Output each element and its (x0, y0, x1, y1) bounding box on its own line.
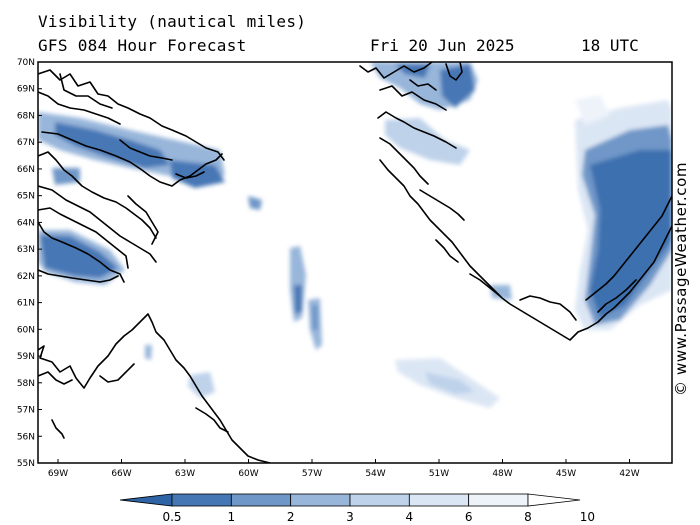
colorbar-max-arrow (527, 493, 581, 507)
lat-label: 62N (17, 272, 35, 282)
lon-label: 57W (302, 469, 322, 479)
site-credit: © www.PassageWeather.com (672, 161, 690, 396)
lat-label: 59N (17, 352, 35, 362)
forecast-time: 18 UTC (581, 36, 639, 55)
lat-label: 68N (17, 111, 35, 121)
colorbar-label: 3 (346, 510, 354, 524)
lon-label: 69W (48, 469, 68, 479)
colorbar-swatch (290, 493, 351, 507)
chart-subtitle: GFS 084 Hour Forecast (38, 36, 247, 55)
colorbar-swatch (468, 493, 529, 507)
lat-label: 63N (17, 245, 35, 255)
lat-label: 64N (17, 218, 35, 228)
lat-label: 60N (17, 325, 35, 335)
colorbar-label: 8 (524, 510, 532, 524)
lon-label: 63W (175, 469, 195, 479)
map-frame (37, 61, 673, 464)
chart-title: Visibility (nautical miles) (38, 12, 307, 31)
lat-label: 65N (17, 192, 35, 202)
colorbar-swatch (408, 493, 470, 507)
colorbar-swatch (349, 493, 410, 507)
lon-label: 42W (619, 469, 639, 479)
lat-label: 66N (17, 165, 35, 175)
colorbar-label: 1 (228, 510, 236, 524)
lat-label: 57N (17, 406, 35, 416)
lon-label: 45W (556, 469, 576, 479)
colorbar-swatch (171, 493, 232, 507)
lat-label: 58N (17, 379, 35, 389)
lon-label: 54W (365, 469, 385, 479)
forecast-date: Fri 20 Jun 2025 (370, 36, 515, 55)
lat-label: 70N (17, 58, 35, 68)
colorbar-label: 10 (580, 510, 595, 524)
colorbar-label: 4 (406, 510, 414, 524)
lon-label: 66W (111, 469, 131, 479)
colorbar-label: 2 (287, 510, 295, 524)
coastlines (38, 62, 672, 463)
lat-label: 69N (17, 85, 35, 95)
lat-label: 67N (17, 138, 35, 148)
lon-label: 60W (238, 469, 258, 479)
colorbar-label: 6 (465, 510, 473, 524)
lon-label: 51W (429, 469, 449, 479)
lat-label: 55N (17, 459, 35, 469)
lat-label: 61N (17, 299, 35, 309)
longitude-axis: 69W 66W 63W 60W 57W 54W 51W 48W 45W 42W (48, 459, 640, 479)
lon-label: 48W (492, 469, 512, 479)
latitude-axis: 70N 69N 68N 67N 66N 65N 64N 63N 62N 61N 60N 59N 58N 5… (17, 58, 42, 469)
fog-shading (38, 62, 672, 408)
colorbar-swatch (230, 493, 292, 507)
lat-label: 56N (17, 432, 35, 442)
colorbar-min-arrow (119, 493, 173, 507)
colorbar: 0.5 1 2 3 4 6 8 10 (119, 493, 595, 524)
colorbar-label: 0.5 (162, 510, 181, 524)
